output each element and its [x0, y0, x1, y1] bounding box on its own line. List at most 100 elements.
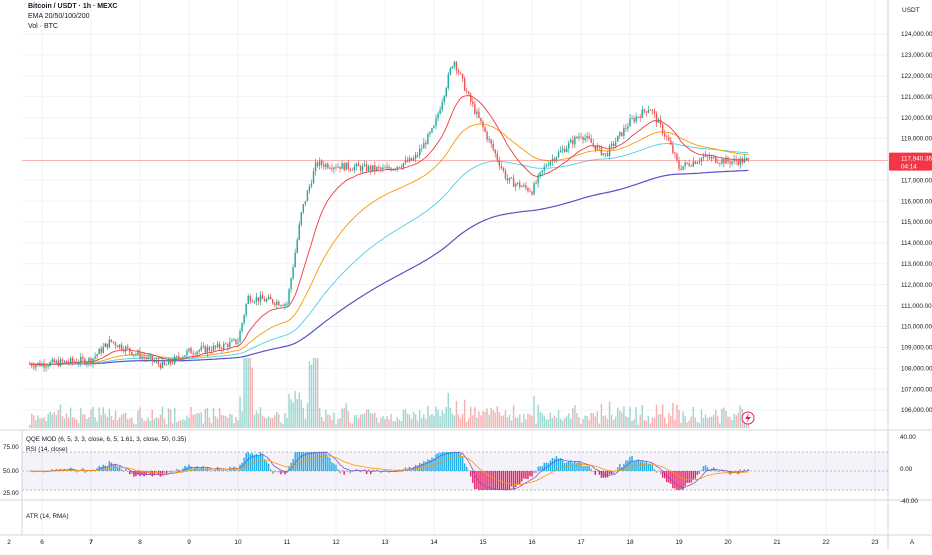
qqe-bar [274, 471, 276, 473]
candle [227, 342, 229, 352]
candle [218, 341, 221, 351]
qqe-bar [643, 462, 646, 471]
volume-bar [465, 421, 468, 428]
volume-bar [543, 415, 545, 428]
qqe-bar [702, 466, 705, 471]
qqe-bar [606, 471, 609, 478]
volume-bar [51, 414, 53, 428]
volume-bar [345, 403, 347, 428]
qqe-bar [678, 471, 680, 490]
candle [376, 166, 378, 172]
qqe-bar [743, 469, 746, 471]
volume-bar [96, 421, 98, 428]
qqe-bar [204, 468, 207, 471]
qqe-bar [75, 471, 78, 473]
candle [271, 298, 274, 305]
candle [559, 146, 562, 153]
qqe-bar [547, 463, 550, 471]
volume-bar [69, 407, 72, 428]
candle [610, 141, 613, 150]
volume-bar [561, 420, 564, 428]
candle [180, 357, 182, 362]
volume-bar [600, 403, 603, 428]
volume-bar [680, 423, 682, 428]
volume-bar [137, 410, 139, 428]
volume-bar [57, 410, 60, 428]
candle [351, 167, 354, 171]
candle [280, 304, 282, 307]
volume-bar [310, 364, 313, 428]
qqe-bar [506, 471, 509, 490]
volume-bar [135, 424, 137, 428]
volume-bar [171, 423, 174, 428]
time-tick: 19 [675, 539, 683, 546]
volume-bar [316, 358, 319, 428]
candle [580, 133, 582, 139]
candle [108, 335, 111, 349]
volume-bar [339, 418, 341, 428]
qqe-bar [237, 469, 239, 471]
qqe-bar [259, 452, 262, 471]
qqe-bar [690, 471, 692, 483]
qqe-bar [323, 452, 325, 471]
candle [623, 124, 625, 140]
candle [484, 126, 486, 133]
qqe-bar [220, 470, 223, 471]
candle [243, 314, 245, 326]
candle [194, 351, 196, 356]
volume-bar [606, 419, 609, 428]
volume-bar [516, 417, 519, 428]
volume-bar [378, 422, 380, 428]
qqe-bar [510, 471, 513, 487]
candle [367, 164, 370, 173]
volume-bar [294, 390, 296, 428]
volume-bar [220, 414, 223, 428]
qqe-bar [747, 469, 750, 471]
volume-bar [537, 404, 539, 428]
volume-bar [239, 396, 241, 428]
volume-bar [233, 422, 235, 428]
header-panel: Bitcoin / USDT · 1h · MEXC EMA 20/50/100… [28, 2, 117, 32]
candle [510, 176, 513, 179]
candle [155, 357, 158, 364]
volume-bar [102, 407, 104, 428]
candle [267, 294, 270, 300]
candle [39, 359, 41, 367]
candle [372, 165, 374, 172]
candle [629, 114, 631, 127]
currency-label: USDT [902, 7, 920, 14]
candle [684, 159, 686, 170]
volume-bar [610, 414, 613, 428]
qqe-bar [165, 471, 168, 475]
volume-bar [523, 413, 525, 428]
qqe-bar [680, 471, 682, 490]
candle [61, 357, 64, 365]
candle [400, 164, 403, 169]
candle [451, 65, 454, 70]
candle [359, 164, 362, 173]
qqe-bar [261, 453, 264, 471]
volume-bar [139, 407, 141, 428]
volume-bar [71, 417, 74, 428]
time-tick: 21 [773, 539, 781, 546]
qqe-bar [51, 469, 53, 471]
volume-bar [182, 419, 184, 428]
qqe-bar [100, 466, 102, 471]
qqe-bar [178, 469, 180, 471]
volume-bar [269, 417, 272, 428]
ema-legend: EMA 20/50/100/200 [28, 13, 90, 20]
price-tick: 115,000.00 [901, 219, 932, 226]
volume-bar [555, 417, 558, 428]
qqe-bar [276, 470, 278, 472]
candle [498, 156, 501, 171]
qqe-bar [278, 471, 280, 473]
volume-bar [451, 413, 454, 428]
qqe-bar [384, 470, 386, 471]
qqe-bar [222, 468, 225, 471]
volume-bar [304, 418, 307, 428]
qqe-bar [659, 471, 662, 474]
time-tick: 22 [822, 539, 830, 546]
ema200-line [29, 169, 749, 365]
volume-bar [470, 406, 472, 428]
